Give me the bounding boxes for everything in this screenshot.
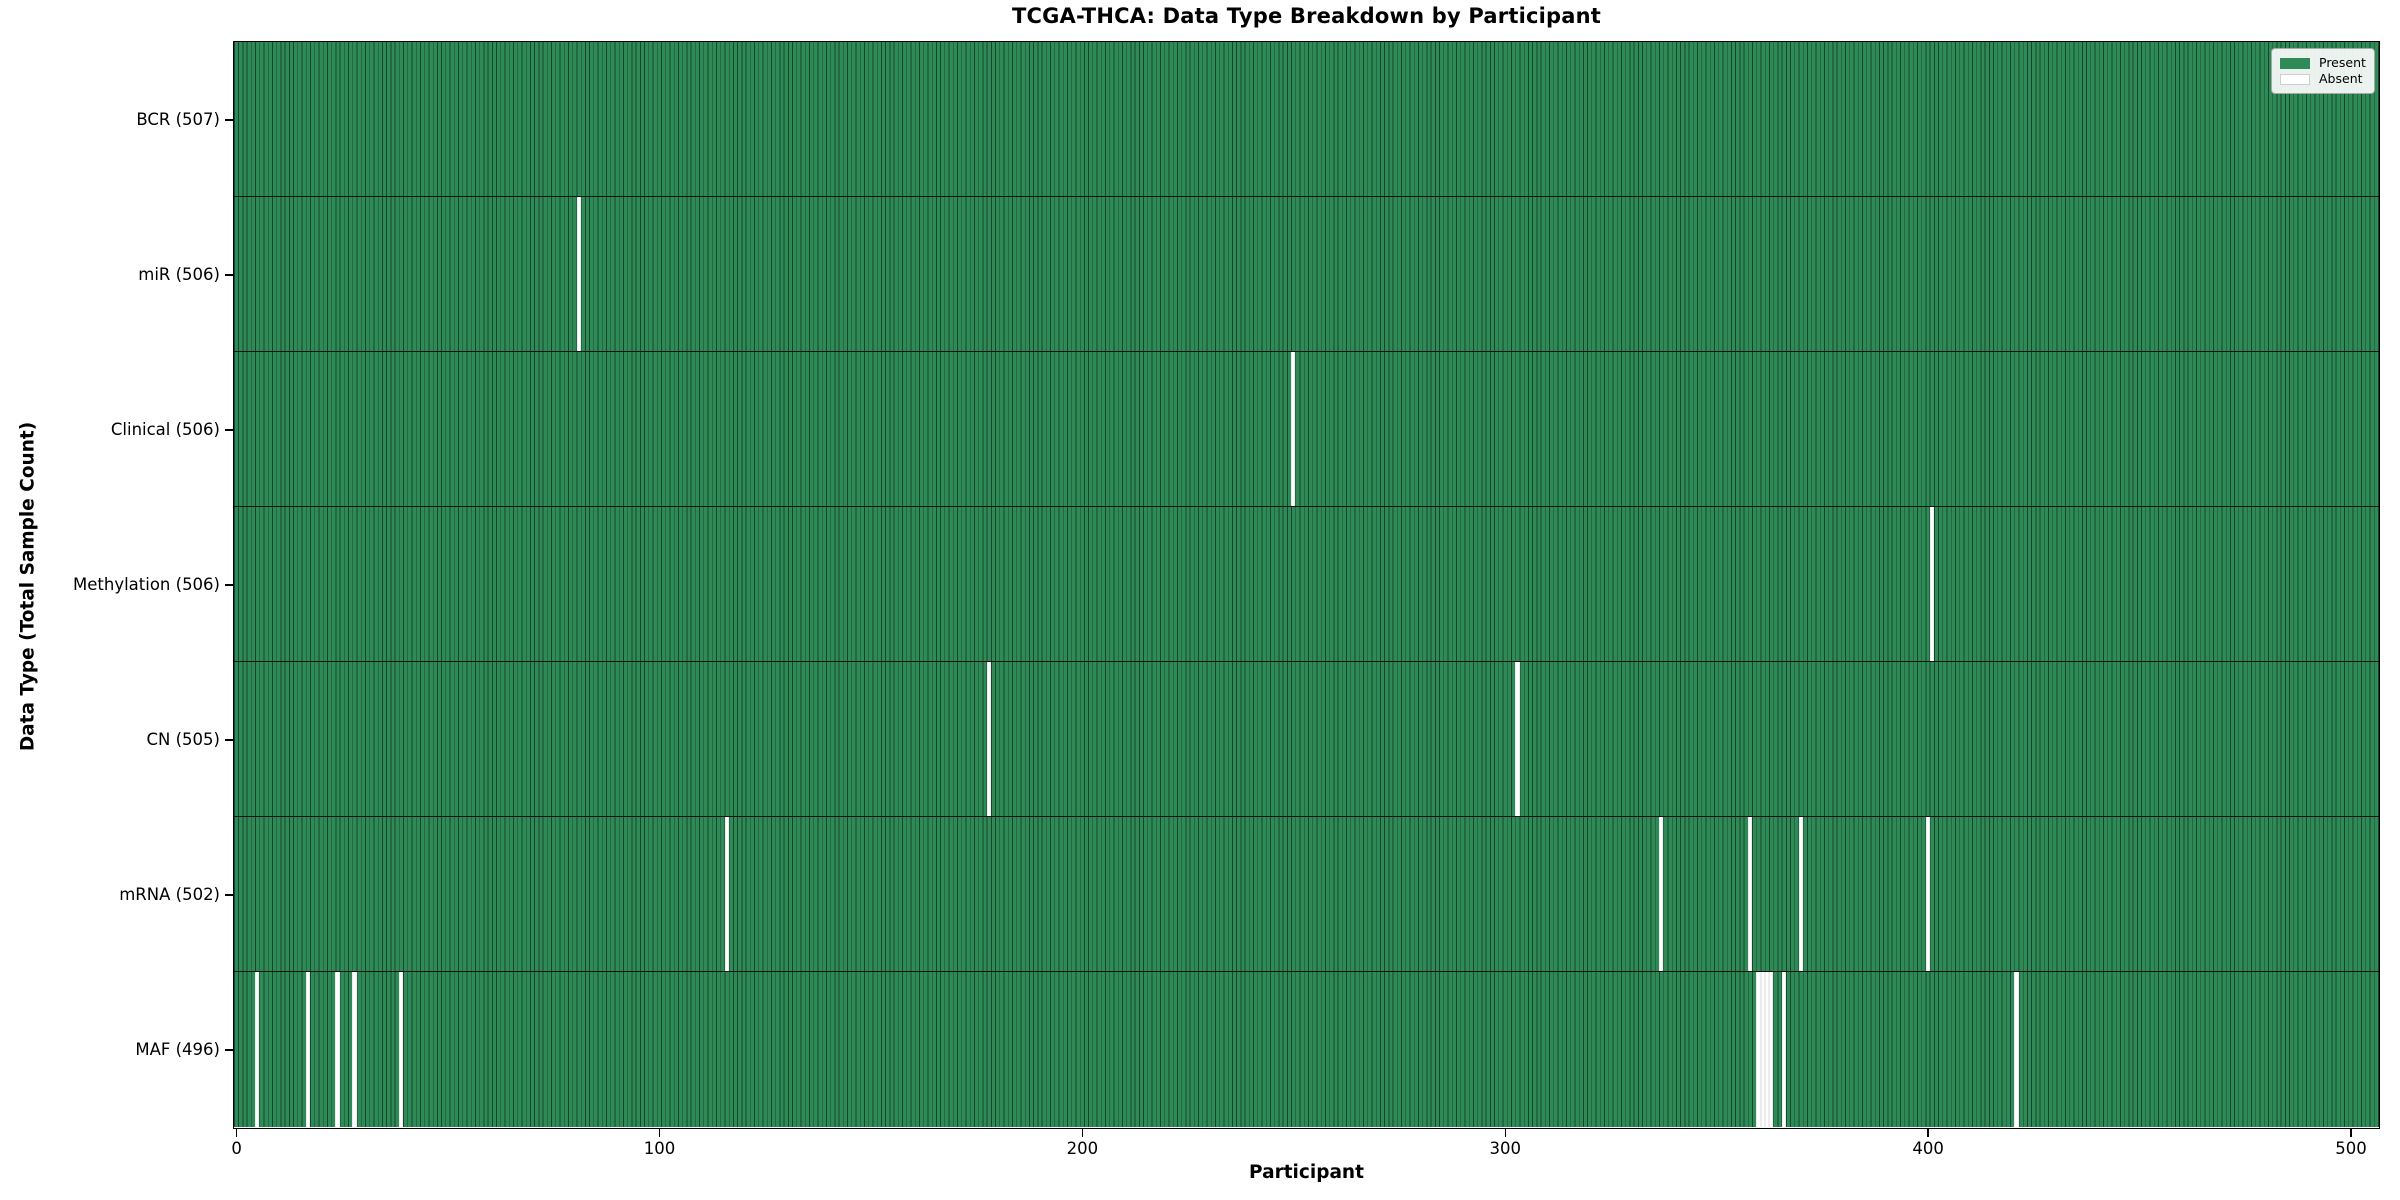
y-tick <box>225 429 233 431</box>
row-clinical <box>234 352 2379 507</box>
absent-gap <box>255 972 260 1127</box>
y-tick <box>225 584 233 586</box>
row-mrna <box>234 817 2379 972</box>
legend-entry-absent: Absent <box>2280 71 2366 87</box>
x-tick <box>2350 1129 2352 1137</box>
row-mir <box>234 197 2379 352</box>
chart-title: TCGA-THCA: Data Type Breakdown by Partic… <box>1011 4 1602 28</box>
absent-swatch-icon <box>2280 73 2310 85</box>
absent-gap <box>352 972 357 1127</box>
row-bcr <box>234 42 2379 197</box>
x-tick <box>235 1129 238 1137</box>
y-tick <box>225 1049 233 1051</box>
x-tick <box>1927 1129 1929 1137</box>
y-tick-label-maf: MAF (496) <box>135 1039 220 1059</box>
legend-entry-present: Present <box>2280 55 2366 71</box>
y-tick <box>225 274 233 276</box>
absent-gap <box>1925 817 1930 971</box>
row-methylation <box>234 507 2379 662</box>
row-maf <box>234 972 2379 1127</box>
absent-gap <box>305 972 311 1127</box>
legend-label-present: Present <box>2319 54 2366 70</box>
y-tick-label-clinical: Clinical (506) <box>110 419 220 439</box>
absent-gap <box>1929 507 1934 661</box>
y-tick <box>225 119 233 121</box>
absent-gap <box>1747 817 1753 971</box>
absent-gap <box>1659 817 1664 971</box>
x-tick-label: 300 <box>1489 1139 1522 1158</box>
x-axis-label: Participant <box>1249 1162 1364 1183</box>
absent-gap <box>724 817 729 971</box>
x-tick-label: 200 <box>1066 1139 1099 1158</box>
absent-gap <box>1291 352 1296 506</box>
absent-gap <box>1781 972 1786 1127</box>
legend: Present Absent <box>2271 48 2375 94</box>
y-tick-label-mrna: mRNA (502) <box>119 884 220 904</box>
x-tick-label: 400 <box>1912 1139 1944 1158</box>
x-tick <box>1081 1129 1084 1137</box>
y-tick-label-methylation: Methylation (506) <box>73 574 220 594</box>
absent-gap <box>576 197 581 351</box>
absent-gap <box>335 972 340 1127</box>
y-tick-label-bcr: BCR (507) <box>136 109 220 129</box>
absent-gap <box>1756 972 1761 1127</box>
x-tick <box>1504 1129 1506 1137</box>
present-swatch-icon <box>2280 57 2310 69</box>
plot-area: Present Absent <box>233 41 2380 1129</box>
absent-gap <box>1515 662 1520 816</box>
x-tick-label: 100 <box>643 1139 676 1158</box>
absent-gap <box>2014 972 2019 1127</box>
x-tick-label: 500 <box>2335 1139 2367 1158</box>
absent-gap <box>1760 972 1765 1127</box>
y-tick <box>225 894 233 896</box>
legend-label-absent: Absent <box>2319 70 2363 86</box>
x-tick-label: 0 <box>231 1139 242 1158</box>
row-cn <box>234 662 2379 817</box>
absent-gap <box>1769 972 1774 1127</box>
y-tick-label-mir: miR (506) <box>138 264 220 284</box>
absent-gap <box>986 662 991 816</box>
y-tick <box>225 739 233 741</box>
absent-gap <box>1764 972 1770 1127</box>
x-tick <box>658 1129 661 1137</box>
y-tick-label-cn: CN (505) <box>146 729 220 749</box>
absent-gap <box>398 972 404 1127</box>
absent-gap <box>1798 817 1803 971</box>
